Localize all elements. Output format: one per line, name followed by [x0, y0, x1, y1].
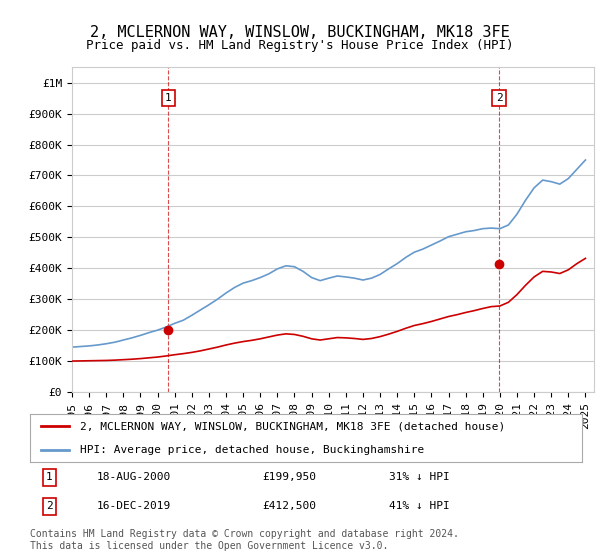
Text: 1: 1 [165, 93, 172, 103]
Text: £199,950: £199,950 [262, 473, 316, 482]
Text: 2, MCLERNON WAY, WINSLOW, BUCKINGHAM, MK18 3FE (detached house): 2, MCLERNON WAY, WINSLOW, BUCKINGHAM, MK… [80, 421, 505, 431]
Text: 18-AUG-2000: 18-AUG-2000 [96, 473, 170, 482]
Text: £412,500: £412,500 [262, 501, 316, 511]
Text: 2: 2 [46, 501, 53, 511]
Text: 2: 2 [496, 93, 503, 103]
Text: Price paid vs. HM Land Registry's House Price Index (HPI): Price paid vs. HM Land Registry's House … [86, 39, 514, 52]
Text: 1: 1 [46, 473, 53, 482]
Text: HPI: Average price, detached house, Buckinghamshire: HPI: Average price, detached house, Buck… [80, 445, 424, 455]
Text: 16-DEC-2019: 16-DEC-2019 [96, 501, 170, 511]
Text: Contains HM Land Registry data © Crown copyright and database right 2024.
This d: Contains HM Land Registry data © Crown c… [30, 529, 459, 551]
Text: 2, MCLERNON WAY, WINSLOW, BUCKINGHAM, MK18 3FE: 2, MCLERNON WAY, WINSLOW, BUCKINGHAM, MK… [90, 25, 510, 40]
Text: 41% ↓ HPI: 41% ↓ HPI [389, 501, 449, 511]
Text: 31% ↓ HPI: 31% ↓ HPI [389, 473, 449, 482]
